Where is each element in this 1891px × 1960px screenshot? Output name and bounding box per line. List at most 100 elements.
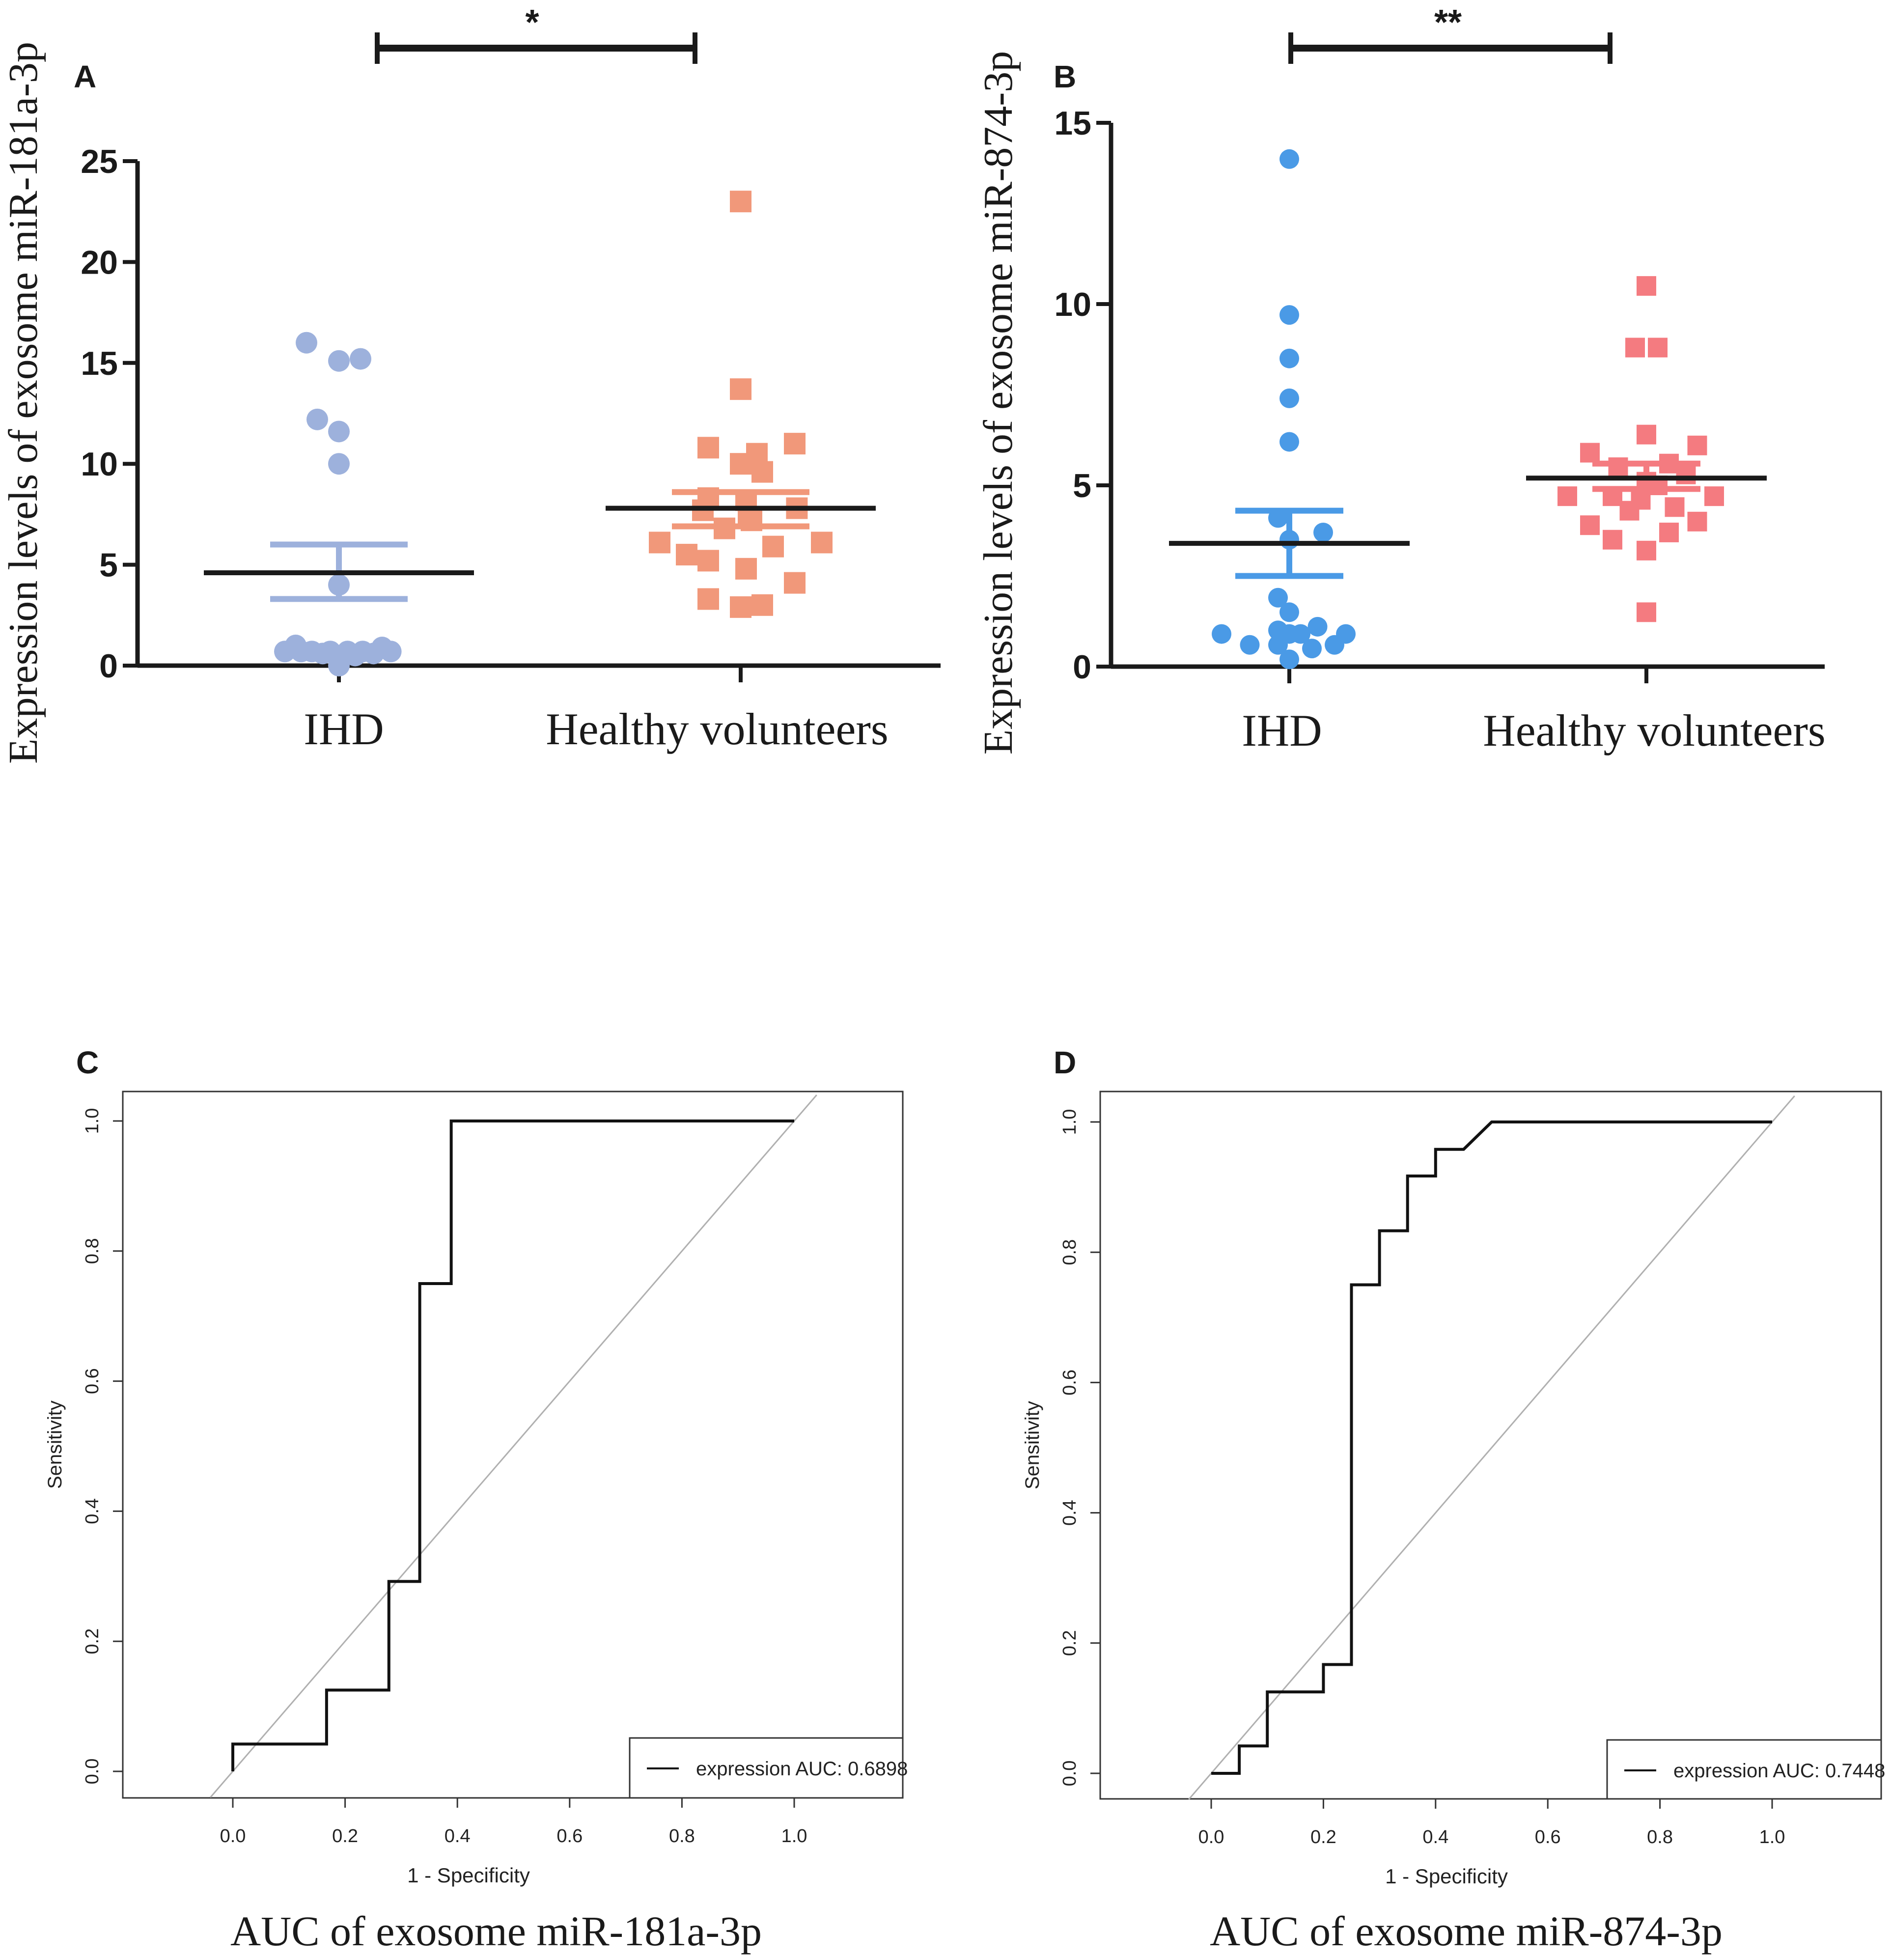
data-point-healthy	[1557, 486, 1577, 506]
y-axis-title: Expression levels of exosome miR-874-3p	[975, 51, 1021, 755]
data-point-healthy	[1659, 522, 1679, 542]
data-point-ihd	[1279, 602, 1299, 622]
data-point-ihd	[1307, 616, 1328, 637]
y-tick-label: 1.0	[1059, 1109, 1080, 1135]
data-point-ihd	[1268, 620, 1288, 641]
x-category-label: IHD	[304, 704, 384, 754]
data-point-ihd	[296, 332, 317, 354]
y-axis-title: Sensitivity	[1022, 1401, 1043, 1489]
panel-a-scatter: A Expression levels of exosome miR-181a-3…	[0, 3, 941, 764]
y-tick-label: 5	[99, 547, 118, 584]
plot-frame	[122, 1091, 904, 1799]
x-tick-label: 1.0	[781, 1826, 807, 1847]
legend-label: expression AUC: 0.7448	[1673, 1760, 1885, 1782]
data-point-ihd	[1212, 624, 1231, 644]
data-point-healthy	[1580, 515, 1600, 535]
data-point-healthy	[1687, 511, 1707, 532]
data-point-ihd	[1279, 149, 1299, 169]
y-tick-label: 5	[1073, 467, 1091, 504]
reference-diagonal	[210, 1094, 817, 1798]
roc-curve	[1211, 1120, 1772, 1775]
x-tick-label: 1.0	[1759, 1827, 1785, 1848]
data-point-healthy	[1676, 464, 1696, 484]
data-point-healthy	[735, 558, 757, 580]
x-tick-label: 0.6	[1535, 1827, 1561, 1848]
data-point-healthy	[751, 594, 773, 616]
panel-caption: AUC of exosome miR-874-3p	[1210, 1907, 1723, 1955]
reference-diagonal	[1188, 1095, 1795, 1800]
data-point-ihd	[350, 348, 371, 370]
data-point-healthy	[1704, 486, 1724, 506]
data-point-ihd	[1291, 624, 1310, 644]
plot-frame	[1099, 1091, 1882, 1800]
data-point-healthy	[730, 378, 751, 400]
panel-letter: C	[76, 1045, 99, 1080]
data-point-healthy	[1580, 443, 1600, 463]
y-tick-label: 20	[81, 244, 118, 281]
data-point-ihd	[1325, 635, 1344, 655]
y-tick-label: 0.8	[82, 1238, 103, 1264]
x-tick-label: 0.6	[556, 1826, 583, 1847]
significance-marker: *	[525, 3, 539, 42]
data-point-healthy	[1637, 424, 1656, 445]
data-point-healthy	[1665, 497, 1685, 517]
y-tick-label: 0.0	[82, 1759, 103, 1785]
data-point-healthy	[697, 437, 719, 459]
panel-c-roc: C 0.0 0.2 0.4 0.6 0.8 1.0 0.0 0.2 0.4 0.6 0.8 1.0 1 -…	[44, 1045, 908, 1955]
data-point-healthy	[730, 596, 751, 618]
x-axis-title: 1 - Specificity	[407, 1864, 530, 1887]
x-tick-label: 0.0	[1198, 1827, 1224, 1848]
data-point-ihd	[328, 350, 350, 372]
x-tick-label: 0.8	[1647, 1827, 1673, 1848]
x-tick-label: 0.2	[332, 1826, 358, 1847]
data-point-ihd	[1279, 348, 1299, 368]
y-tick-label: 0.8	[1059, 1239, 1080, 1265]
x-tick-label: 0.2	[1310, 1827, 1336, 1848]
data-point-healthy	[730, 191, 751, 213]
y-tick-label: 0.6	[82, 1368, 103, 1394]
y-tick-label: 0.4	[1059, 1500, 1080, 1526]
y-tick-label: 25	[81, 143, 118, 180]
data-point-healthy	[1619, 501, 1640, 521]
y-tick-label: 10	[81, 446, 118, 483]
data-point-healthy	[1625, 337, 1645, 358]
legend-label: expression AUC: 0.6898	[696, 1758, 908, 1780]
data-point-healthy	[1637, 540, 1656, 560]
panel-letter: B	[1054, 59, 1076, 94]
x-tick-label: 0.8	[669, 1826, 695, 1847]
data-point-ihd	[1279, 432, 1299, 452]
panel-b-scatter: B Expression levels of exosome miR-874-3p…	[975, 3, 1826, 756]
data-point-healthy	[676, 544, 697, 566]
y-tick-label: 10	[1054, 286, 1091, 323]
panel-letter: A	[74, 59, 96, 94]
y-tick-label: 0.2	[82, 1628, 103, 1654]
x-tick-label: 0.0	[220, 1826, 246, 1847]
y-tick-label: 15	[81, 345, 118, 382]
data-point-ihd	[328, 453, 350, 475]
x-category-label: Healthy volunteers	[1483, 705, 1825, 756]
data-point-healthy	[751, 461, 773, 483]
x-tick-label: 0.4	[1422, 1827, 1448, 1848]
x-category-label: Healthy volunteers	[546, 704, 888, 754]
y-tick-label: 0.0	[1059, 1761, 1080, 1787]
data-point-healthy	[784, 433, 806, 455]
y-tick-label: 15	[1054, 105, 1091, 142]
y-tick-label: 0	[1073, 648, 1091, 686]
y-tick-label: 0.4	[82, 1498, 103, 1524]
data-point-healthy	[1637, 602, 1656, 622]
data-point-healthy	[1648, 337, 1668, 358]
y-axis-title: Sensitivity	[44, 1400, 66, 1489]
panel-d-roc: D 0.0 0.2 0.4 0.6 0.8 1.0 0.0 0.2 0.4 0.6 0.8 1.0 1 -…	[1022, 1045, 1885, 1955]
y-tick-label: 1.0	[82, 1108, 103, 1134]
y-axis-title: Expression levels of exosome miR-181a-3p	[0, 42, 46, 764]
panel-caption: AUC of exosome miR-181a-3p	[230, 1907, 762, 1955]
y-tick-label: 0.2	[1059, 1630, 1080, 1656]
data-point-healthy	[1687, 435, 1707, 455]
panel-letter: D	[1054, 1045, 1076, 1080]
data-point-ihd	[1302, 639, 1322, 659]
data-point-healthy	[811, 532, 833, 554]
roc-curve	[231, 1120, 794, 1771]
data-point-ihd	[380, 641, 402, 663]
data-point-healthy	[730, 453, 751, 475]
